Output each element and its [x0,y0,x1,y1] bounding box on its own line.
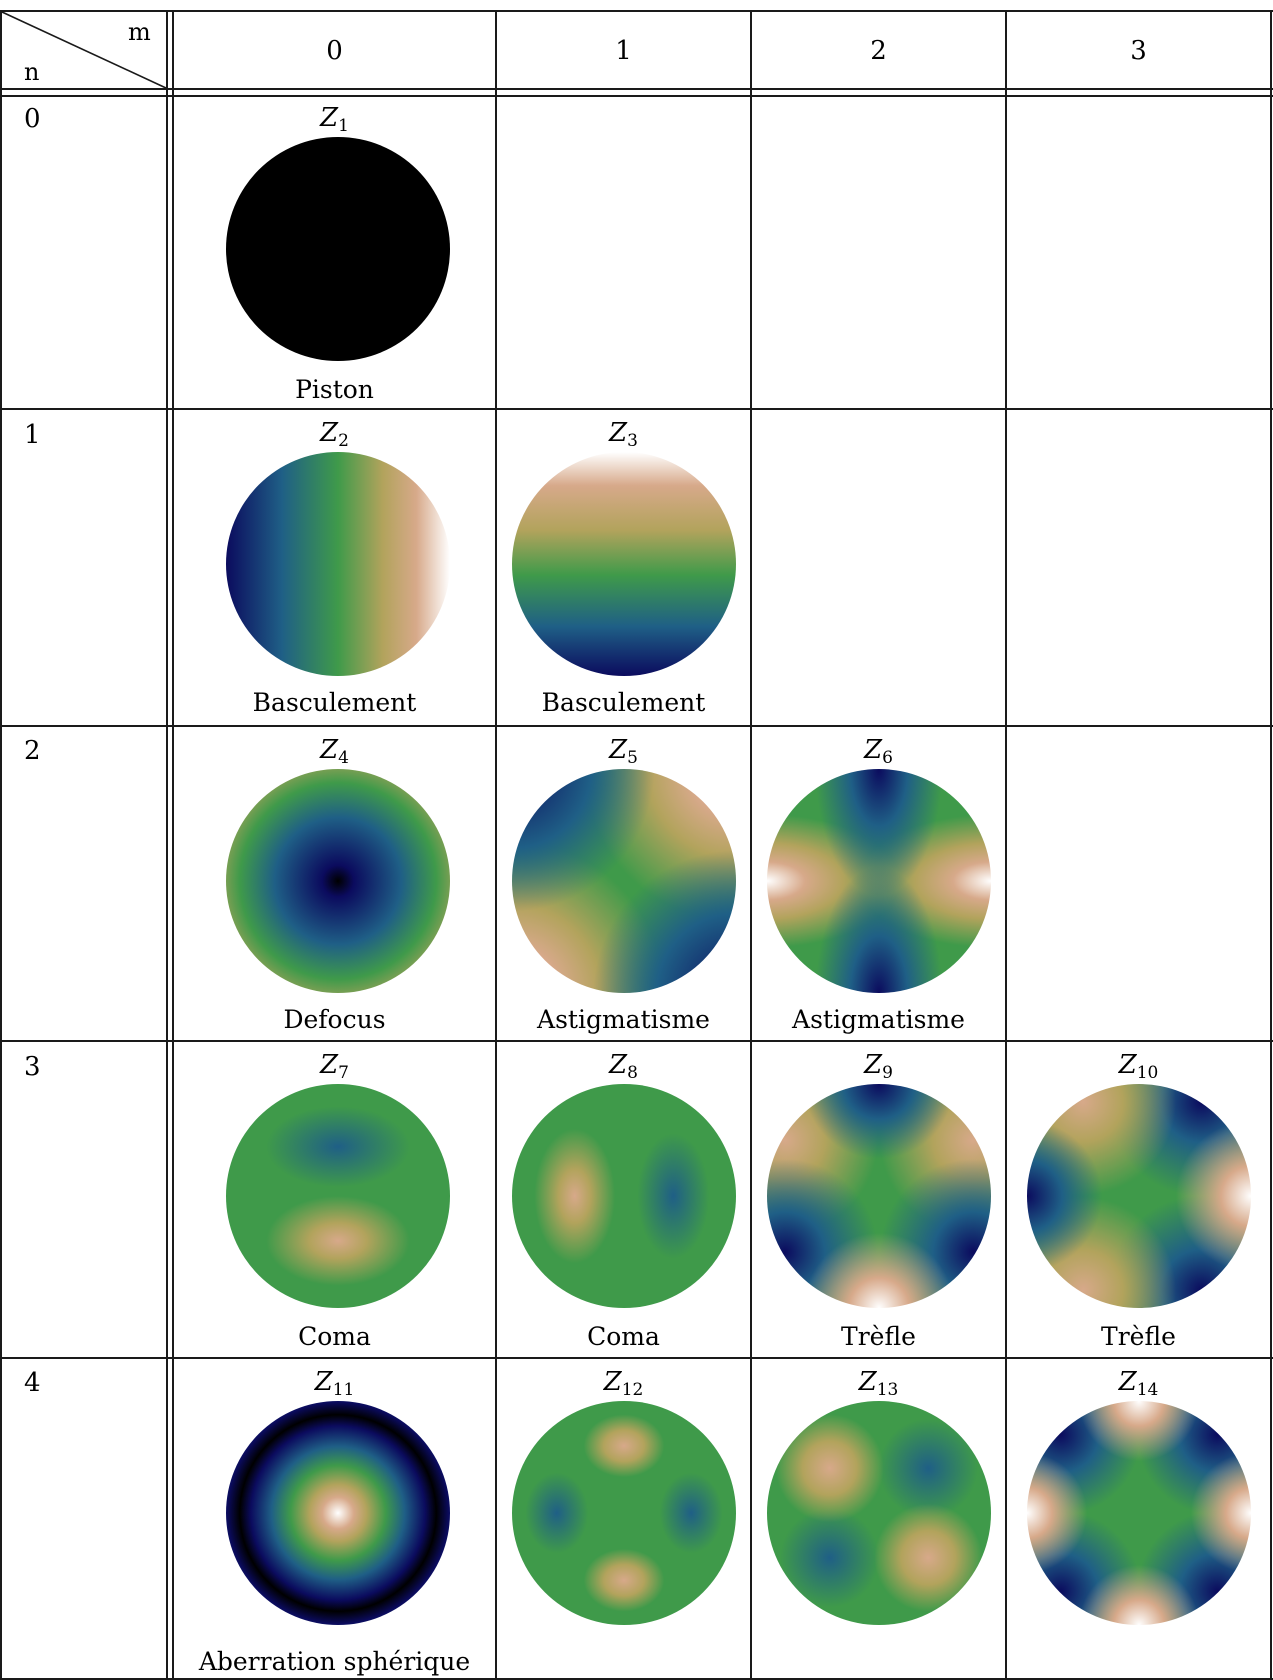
zernike-label: Z4 [320,735,349,768]
table-border-left [0,10,2,1680]
zernike-caption: Astigmatisme [537,1005,710,1034]
table-border-right [1270,10,1272,1680]
zernike-caption: Coma [298,1322,371,1351]
row-label-3: 3 [24,1052,41,1082]
column-header-2: 2 [870,36,887,66]
col-divider-1 [495,10,497,1680]
zernike-caption: Basculement [541,688,706,717]
zernike-label: Z6 [864,735,893,768]
zernike-cell-6: Z6 Astigmatisme [752,727,1005,1040]
zernike-cell-13: Z13 [752,1359,1005,1680]
zernike-mode-disk [1027,1084,1251,1308]
zernike-mode-disk [226,1084,450,1308]
zernike-mode-disk [767,769,991,993]
zernike-label: Z8 [609,1050,638,1083]
zernike-caption: Trèfle [1101,1322,1176,1351]
zernike-cell-1: Z1 Piston [174,97,495,408]
zernike-label: Z9 [864,1050,893,1083]
zernike-label: Z5 [609,735,638,768]
zernike-label: Z11 [314,1367,355,1400]
row-label-4: 4 [24,1368,41,1398]
zernike-mode-disk [512,452,736,676]
zernike-caption: Coma [587,1322,660,1351]
header-divider-double-b [0,95,1273,97]
zernike-caption: Defocus [283,1005,386,1034]
row-label-1: 1 [24,420,41,450]
corner-n-label: n [24,58,40,86]
corner-diagonal [1,11,167,89]
zernike-mode-disk [767,1401,991,1625]
column-header-3: 3 [1130,36,1147,66]
row-divider-2 [0,725,1273,727]
zernike-label: Z10 [1118,1050,1159,1083]
zernike-cell-5: Z5 Astigmatisme [497,727,750,1040]
zernike-cell-9: Z9 Trèfle [752,1042,1005,1357]
zernike-caption: Aberration sphérique [198,1647,471,1676]
column-header-0: 0 [326,36,343,66]
zernike-cell-11: Z11 Aberration sphérique [174,1359,495,1680]
zernike-mode-disk [226,452,450,676]
zernike-caption: Astigmatisme [792,1005,965,1034]
zernike-cell-10: Z10 Trèfle [1007,1042,1270,1357]
zernike-label: Z3 [609,418,638,451]
zernike-mode-disk [1027,1401,1251,1625]
zernike-mode-disk [226,137,450,361]
col-divider-2 [750,10,752,1680]
row-label-2: 2 [24,736,41,766]
zernike-cell-2: Z2 Basculement [174,410,495,725]
zernike-label: Z14 [1118,1367,1159,1400]
zernike-label: Z2 [320,418,349,451]
zernike-caption: Trèfle [841,1322,916,1351]
col-divider-double-a [166,10,168,1680]
zernike-cell-7: Z7 Coma [174,1042,495,1357]
column-header-1: 1 [615,36,632,66]
zernike-mode-disk [512,1401,736,1625]
zernike-cell-3: Z3 Basculement [497,410,750,725]
row-label-0: 0 [24,104,41,134]
zernike-mode-disk [226,1401,450,1625]
zernike-label: Z7 [320,1050,349,1083]
zernike-label: Z12 [603,1367,644,1400]
row-divider-4 [0,1357,1273,1359]
zernike-mode-disk [226,769,450,993]
corner-m-label: m [128,18,151,46]
header-divider-double-a [0,88,1273,90]
zernike-cell-4: Z4 Defocus [174,727,495,1040]
col-divider-3 [1005,10,1007,1680]
zernike-caption: Basculement [252,688,417,717]
zernike-label: Z1 [320,103,349,136]
zernike-mode-disk [767,1084,991,1308]
zernike-mode-disk [512,1084,736,1308]
zernike-cell-8: Z8 Coma [497,1042,750,1357]
zernike-caption: Piston [295,375,374,404]
table-border-bottom [0,1678,1273,1680]
row-divider-1 [0,408,1273,410]
table-border-top [0,10,1273,12]
zernike-cell-12: Z12 [497,1359,750,1680]
zernike-label: Z13 [858,1367,899,1400]
col-divider-double-b [172,10,174,1680]
zernike-cell-14: Z14 [1007,1359,1270,1680]
zernike-mode-disk [512,769,736,993]
row-divider-3 [0,1040,1273,1042]
